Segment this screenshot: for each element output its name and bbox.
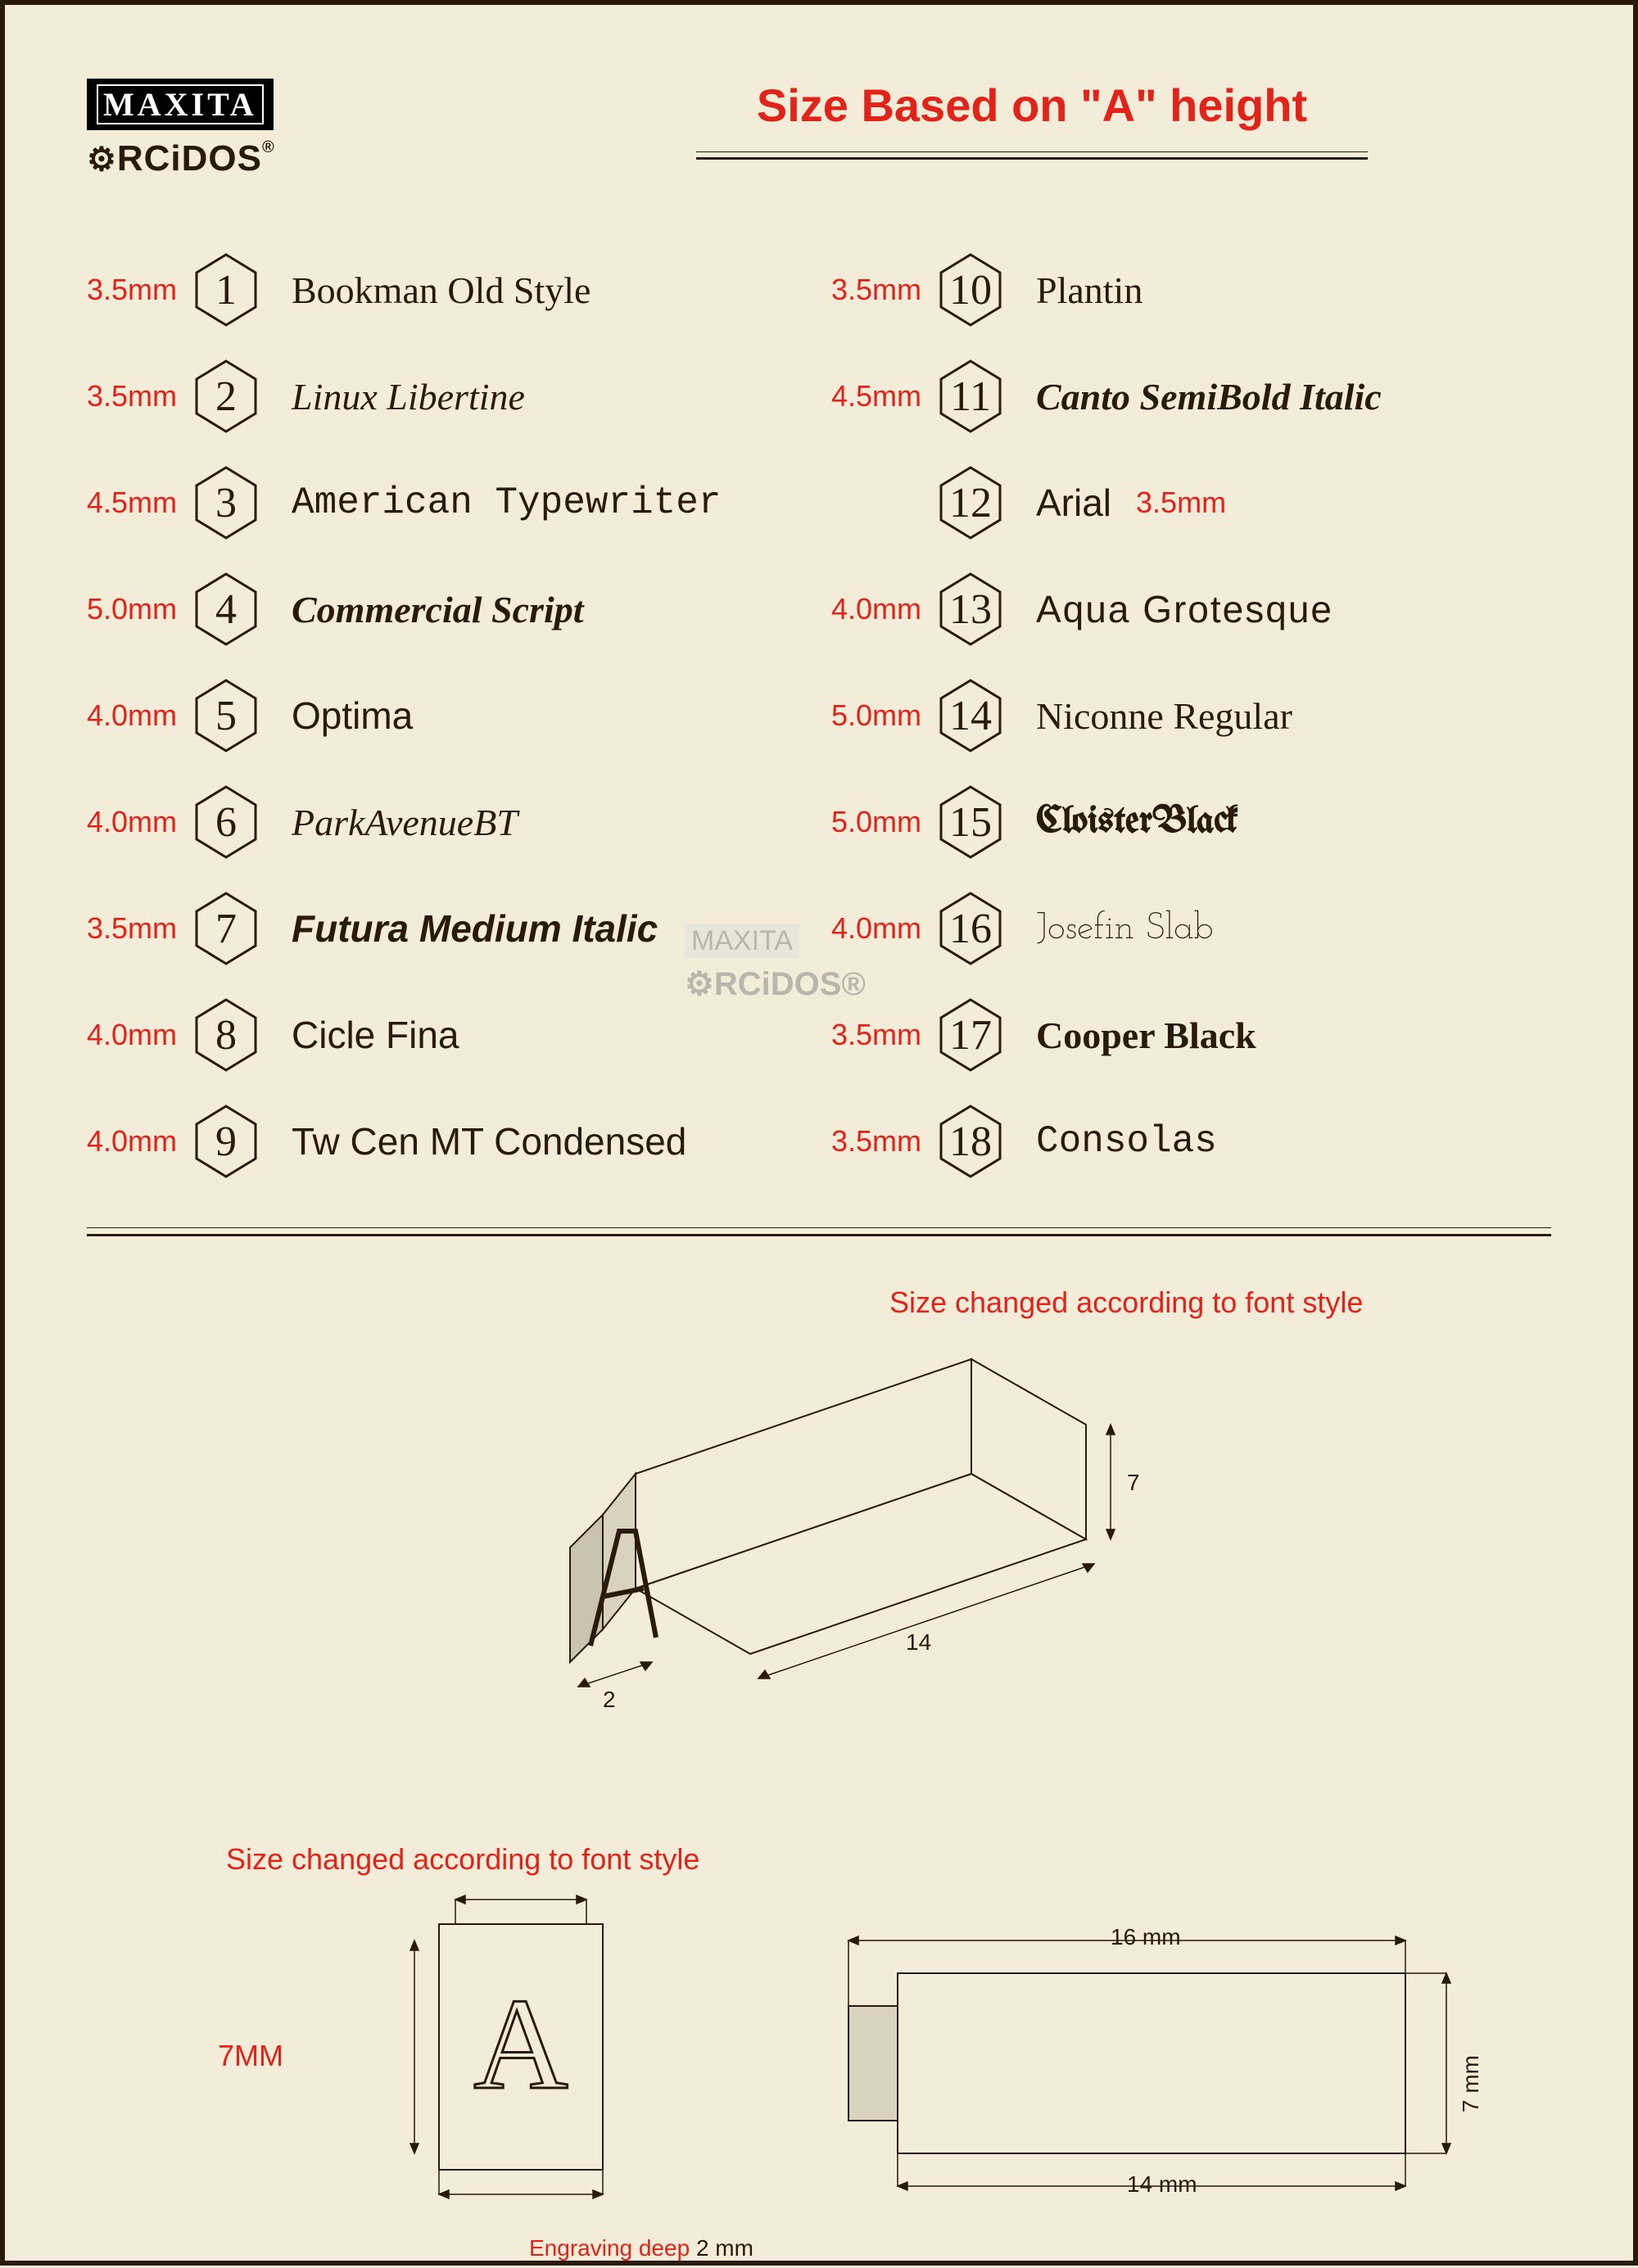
font-row: 3.5mm2 Linux Libertine	[87, 343, 807, 450]
font-row: 3.5mm10 Plantin	[831, 237, 1551, 343]
font-name: Niconne Regular	[1036, 694, 1292, 738]
side-diagram: 16 mm 14 mm 7 mm	[799, 1908, 1536, 2256]
logo-rcidos: ⚙RCiDOS®	[87, 138, 300, 179]
caption-iso: Size changed according to font style	[889, 1285, 1363, 1320]
title-rule	[696, 151, 1368, 160]
font-row: 4.5mm11 Canto SemiBold Italic	[831, 343, 1551, 450]
font-name: Optima	[292, 694, 413, 738]
dim-body: 14 mm	[1127, 2171, 1197, 2198]
hex-badge: 9	[193, 1105, 259, 1178]
front-diagram: A 7MM	[251, 1875, 676, 2223]
size-label: 5.0mm	[831, 805, 938, 839]
font-name: Commercial Script	[292, 588, 584, 631]
font-name: Canto SemiBold Italic	[1036, 375, 1382, 418]
size-label: 5.0mm	[831, 698, 938, 733]
font-row: 4.5mm3 American Typewriter	[87, 450, 807, 556]
hex-badge: 17	[938, 998, 1003, 1072]
font-name: Aqua Grotesque	[1036, 587, 1333, 631]
size-label: 3.5mm	[1136, 486, 1226, 520]
font-row: 4.0mm13 Aqua Grotesque	[831, 556, 1551, 662]
dim-iso-d: 14	[906, 1629, 931, 1656]
hex-badge: 3	[193, 466, 259, 540]
size-label: 4.5mm	[831, 379, 938, 413]
iso-diagram: 7 14 2	[513, 1335, 1184, 1764]
size-label: 3.5mm	[831, 1018, 938, 1052]
watermark: MAXITA ⚙RCiDOS®	[685, 922, 866, 1007]
separator-rule	[87, 1227, 1551, 1236]
front-height-label: 7MM	[218, 2039, 283, 2073]
font-name: Plantin	[1036, 269, 1143, 312]
size-label: 4.0mm	[87, 698, 193, 733]
size-label: 4.0mm	[87, 805, 193, 839]
engraving-label: Engraving deep 2 mm	[529, 2235, 753, 2261]
font-column-right: 3.5mm10Plantin4.5mm11Canto SemiBold Ital…	[831, 237, 1551, 1195]
font-name: Bookman Old Style	[292, 269, 590, 312]
hex-badge: 7	[193, 892, 259, 965]
size-label: 4.0mm	[87, 1124, 193, 1159]
hex-badge: 8	[193, 998, 259, 1072]
hex-badge: 12	[938, 466, 1003, 540]
size-label: 3.5mm	[831, 273, 938, 307]
font-name: Josefin Slab	[1036, 910, 1214, 948]
size-label: 3.5mm	[87, 273, 193, 307]
font-name: ParkAvenueBT	[292, 801, 518, 844]
font-name: Linux Libertine	[292, 375, 525, 418]
hex-badge: 15	[938, 785, 1003, 859]
font-row: 5.0mm14 Niconne Regular	[831, 662, 1551, 769]
font-name: Arial	[1036, 481, 1111, 525]
size-label: 5.0mm	[87, 592, 193, 626]
hex-badge: 13	[938, 572, 1003, 646]
font-column-left: 3.5mm1Bookman Old Style3.5mm2Linux Liber…	[87, 237, 807, 1195]
font-row: 3.5mm1 Bookman Old Style	[87, 237, 807, 343]
size-label: 3.5mm	[87, 911, 193, 946]
font-name: Cooper Black	[1036, 1014, 1256, 1057]
size-label: 4.0mm	[87, 1018, 193, 1052]
hex-badge: 18	[938, 1105, 1003, 1178]
dim-total: 16 mm	[1111, 1924, 1181, 1950]
page: MAXITA ⚙RCiDOS® Size Based on "A" height…	[0, 0, 1638, 2266]
size-label: 3.5mm	[831, 1124, 938, 1159]
gear-icon: ⚙	[87, 142, 117, 178]
font-name: Futura Medium Italic	[292, 906, 658, 951]
caption-front: Size changed according to font style	[226, 1842, 699, 1877]
hex-badge: 4	[193, 572, 259, 646]
font-name: Tw Cen MT Condensed	[292, 1119, 686, 1163]
hex-badge: 10	[938, 253, 1003, 327]
dim-side-h: 7 mm	[1458, 2055, 1484, 2112]
page-title: Size Based on "A" height	[513, 79, 1551, 132]
font-row: 4.0mm5 Optima	[87, 662, 807, 769]
hex-badge: 16	[938, 892, 1003, 965]
size-label: 3.5mm	[87, 379, 193, 413]
hex-badge: 2	[193, 359, 259, 433]
font-row: 3.5mm18 Consolas	[831, 1088, 1551, 1195]
dim-iso-face: 2	[603, 1687, 616, 1713]
font-row: 3.5mm17 Cooper Black	[831, 982, 1551, 1088]
font-row: 4.0mm6 ParkAvenueBT	[87, 769, 807, 875]
svg-text:A: A	[473, 1971, 568, 2117]
font-name: Cicle Fina	[292, 1013, 459, 1057]
logo-block: MAXITA ⚙RCiDOS®	[87, 79, 300, 179]
font-row: 5.0mm15 CloisterBlack	[831, 769, 1551, 875]
diagram-area: Size changed according to font style	[87, 1285, 1551, 2268]
hex-badge: 1	[193, 253, 259, 327]
font-name: American Typewriter	[292, 481, 722, 524]
size-label: 4.0mm	[831, 592, 938, 626]
logo-maxita: MAXITA	[87, 79, 274, 130]
font-row: 5.0mm4 Commercial Script	[87, 556, 807, 662]
hex-badge: 11	[938, 359, 1003, 433]
font-name: CloisterBlack	[1036, 802, 1238, 842]
dim-iso-h: 7	[1127, 1470, 1140, 1496]
font-name: Consolas	[1036, 1120, 1217, 1163]
size-label: 4.5mm	[87, 486, 193, 520]
hex-badge: 5	[193, 679, 259, 752]
header: MAXITA ⚙RCiDOS® Size Based on "A" height	[87, 79, 1551, 179]
font-row: 4.0mm9 Tw Cen MT Condensed	[87, 1088, 807, 1195]
font-table: 3.5mm1Bookman Old Style3.5mm2Linux Liber…	[87, 237, 1551, 1195]
title-block: Size Based on "A" height	[513, 79, 1551, 160]
hex-badge: 14	[938, 679, 1003, 752]
font-row: 12 Arial 3.5mm	[831, 450, 1551, 556]
font-row: 4.0mm16Josefin Slab	[831, 875, 1551, 982]
hex-badge: 6	[193, 785, 259, 859]
